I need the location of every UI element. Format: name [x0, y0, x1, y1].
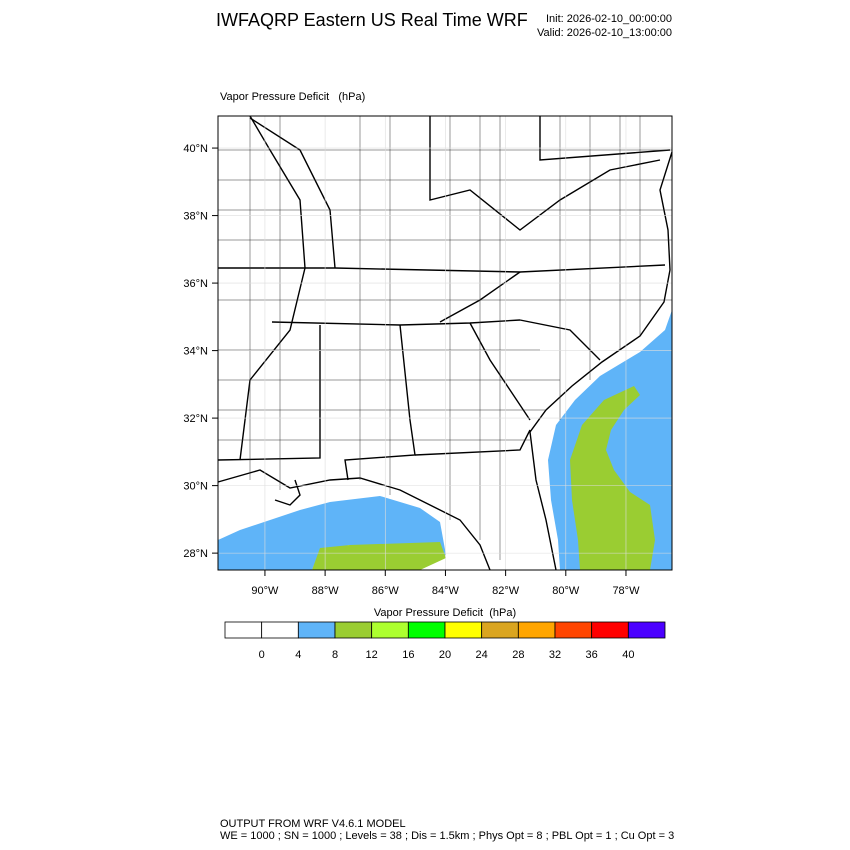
lat-tick-label: 36°N — [183, 278, 208, 290]
colorbar-label: 8 — [332, 649, 338, 661]
colorbar-label: 28 — [512, 649, 524, 661]
map — [217, 115, 673, 571]
footer-line: OUTPUT FROM WRF V4.6.1 MODEL — [220, 818, 406, 830]
colorbar-label: 24 — [476, 649, 488, 661]
colorbar-label: 32 — [549, 649, 561, 661]
valid-time: Valid: 2026-02-10_13:00:00 — [537, 27, 672, 39]
colorbar-box — [297, 621, 336, 639]
map-label: Vapor Pressure Deficit (hPa) — [220, 91, 365, 103]
colorbar-label: 20 — [439, 649, 451, 661]
init-time: Init: 2026-02-10_00:00:00 — [546, 13, 672, 25]
colorbar: 0 4 8 12 16 20 24 28 32 36 40 — [224, 621, 666, 661]
lon-tick-label: 84°W — [432, 585, 460, 597]
colorbar-box — [224, 621, 263, 639]
colorbar-label: 36 — [586, 649, 598, 661]
colorbar-label: 12 — [366, 649, 378, 661]
colorbar-label: 40 — [622, 649, 634, 661]
colorbar-box — [444, 621, 483, 639]
colorbar-box — [591, 621, 629, 639]
lon-tick-label: 82°W — [492, 585, 520, 597]
lon-tick-label: 90°W — [251, 585, 279, 597]
colorbar-label: 0 — [259, 649, 265, 661]
gulf-field-high — [312, 542, 446, 570]
lon-tick-label: 88°W — [312, 585, 340, 597]
colorbar-label: 16 — [402, 649, 414, 661]
coastline — [217, 151, 673, 571]
colorbar-label: 4 — [295, 649, 301, 661]
colorbar-box — [334, 621, 373, 639]
footer-line: WE = 1000 ; SN = 1000 ; Levels = 38 ; Di… — [220, 830, 674, 842]
colorbar-title: Vapor Pressure Deficit (hPa) — [374, 607, 516, 619]
colorbar-box — [554, 621, 593, 639]
atlantic-field-high — [570, 386, 655, 570]
lat-tick-label: 34°N — [183, 346, 208, 358]
lat-tick-label: 30°N — [183, 481, 208, 493]
colorbar-box — [627, 621, 666, 639]
colorbar-box — [517, 621, 556, 639]
lat-tick-label: 32°N — [183, 413, 208, 425]
state-borders — [217, 115, 671, 481]
lon-tick-label: 86°W — [372, 585, 400, 597]
county-borders — [218, 116, 672, 560]
title: IWFAQRP Eastern US Real Time WRF — [216, 10, 528, 30]
lat-tick-label: 38°N — [183, 211, 208, 223]
colorbar-box — [371, 621, 409, 639]
lon-tick-label: 78°W — [612, 585, 640, 597]
lat-tick-label: 40°N — [183, 143, 208, 155]
colorbar-box — [407, 621, 446, 639]
lat-tick-label: 28°N — [183, 548, 208, 560]
lon-tick-label: 80°W — [552, 585, 580, 597]
colorbar-box — [481, 621, 519, 639]
colorbar-box — [261, 621, 299, 639]
